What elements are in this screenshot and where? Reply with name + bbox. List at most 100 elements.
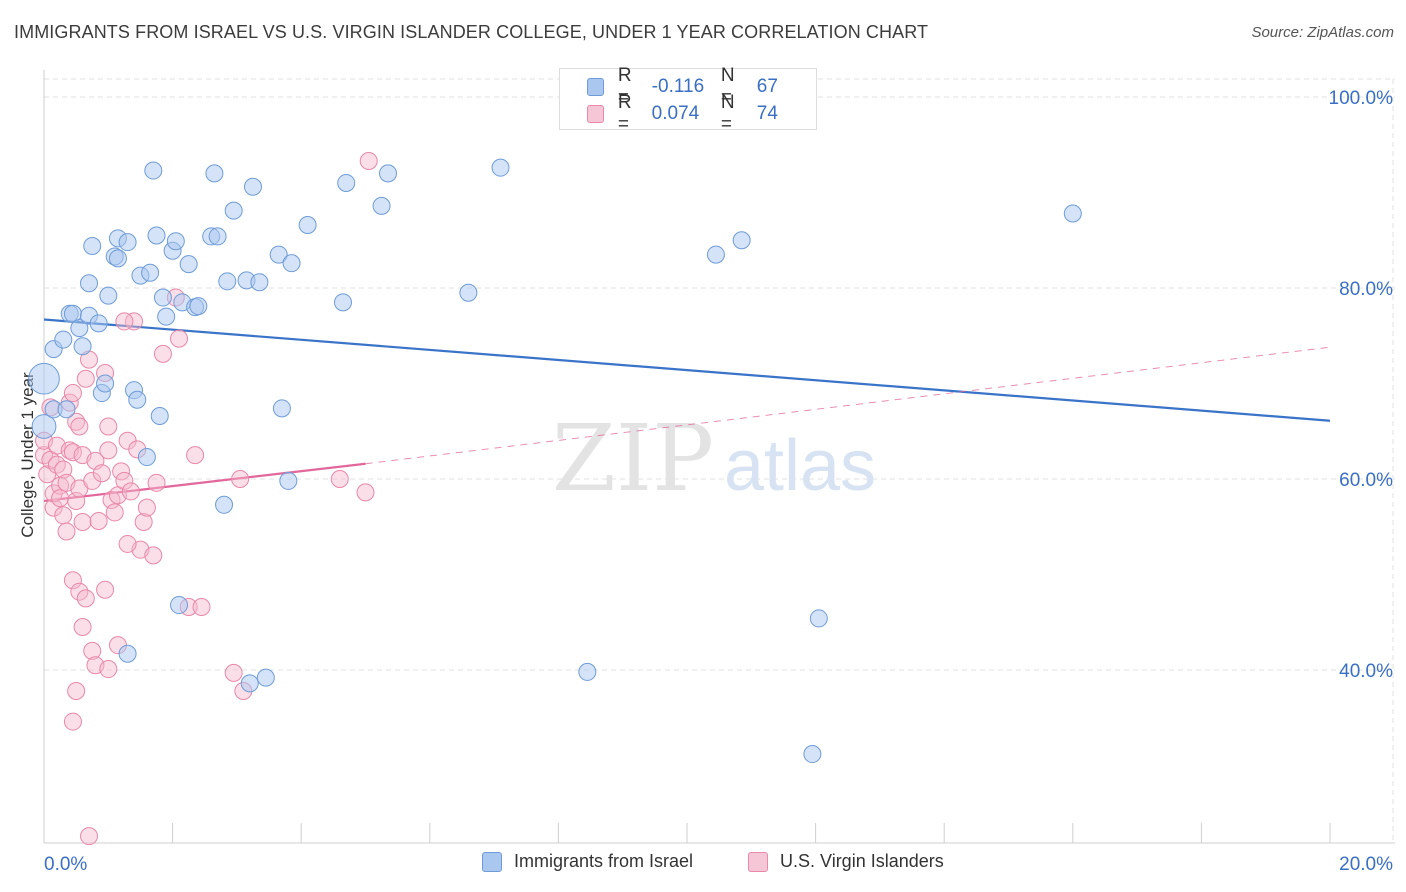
legend-row-virgin-islanders: R = 0.074 N = 74 (560, 92, 816, 135)
data-point-israel (256, 668, 275, 687)
data-point-israel (147, 226, 166, 245)
r-label: R = (617, 65, 632, 108)
series-legend: Immigrants from Israel U.S. Virgin Islan… (0, 851, 1406, 879)
data-point-virgin-islanders (186, 446, 205, 465)
y-tick-label: 60.0% (1339, 470, 1393, 491)
n-label: N = (720, 92, 735, 135)
data-point-virgin-islanders (137, 498, 156, 517)
x-tick-label-min: 0.0% (44, 854, 87, 875)
data-point-israel (54, 330, 73, 349)
gridlines (44, 78, 1395, 843)
data-point-israel (208, 227, 227, 246)
data-point-israel (108, 249, 127, 268)
data-point-virgin-islanders (57, 522, 76, 541)
legend-row-israel: R = -0.116 N = 67 (560, 65, 816, 108)
x-tick-label-max: 20.0% (1339, 854, 1393, 875)
tick-labels: 40.0% 60.0% 80.0% 100.0% 0.0% 20.0% (44, 88, 1393, 875)
r-label: R = (617, 92, 632, 135)
data-point-virgin-islanders (99, 660, 118, 679)
virgin-islanders-swatch (748, 851, 768, 872)
israel-swatch (482, 851, 502, 872)
series-israel (28, 158, 1082, 764)
virgin-islanders-swatch (587, 105, 604, 123)
data-point-israel (150, 406, 169, 425)
data-point-virgin-islanders (144, 546, 163, 565)
data-point-israel (128, 390, 147, 409)
r-value: 0.074 (651, 103, 700, 124)
data-point-virgin-islanders (105, 503, 124, 522)
data-point-virgin-islanders (44, 498, 63, 517)
data-point-israel (491, 158, 510, 177)
data-point-israel (83, 236, 102, 255)
data-point-israel (170, 596, 189, 615)
source-label: Source: ZipAtlas.com (1251, 24, 1394, 41)
data-point-virgin-islanders (73, 512, 92, 531)
data-point-israel (224, 201, 243, 220)
data-point-israel (337, 173, 356, 192)
data-point-virgin-islanders (76, 589, 95, 608)
data-point-israel (144, 161, 163, 180)
legend-item-virgin-islanders[interactable]: U.S. Virgin Islanders (748, 851, 944, 872)
correlation-legend: R = -0.116 N = 67 R = 0.074 N = 74 (559, 65, 817, 135)
y-tick-label: 100.0% (1329, 88, 1394, 109)
data-point-virgin-islanders (121, 482, 140, 501)
data-point-israel (379, 164, 398, 183)
data-point-israel (28, 362, 60, 395)
data-point-virgin-islanders (96, 580, 115, 599)
data-point-israel (333, 293, 352, 312)
data-point-virgin-islanders (76, 369, 95, 388)
data-point-israel (118, 233, 137, 252)
data-point-israel (137, 448, 156, 467)
data-point-israel (215, 495, 234, 514)
data-point-israel (57, 400, 76, 419)
n-label: N = (720, 65, 735, 108)
data-point-israel (578, 662, 597, 681)
data-point-virgin-islanders (112, 462, 131, 481)
watermark: ZIP atlas (552, 405, 876, 512)
data-point-israel (218, 272, 237, 291)
data-point-virgin-islanders (51, 489, 70, 508)
data-point-virgin-islanders (63, 712, 82, 731)
y-tick-label: 40.0% (1339, 661, 1393, 682)
data-point-virgin-islanders (63, 384, 82, 403)
data-point-israel (89, 314, 108, 333)
data-point-israel (1063, 204, 1082, 223)
data-point-virgin-islanders (118, 534, 137, 553)
data-point-virgin-islanders (115, 471, 134, 490)
data-point-virgin-islanders (330, 470, 349, 488)
data-point-virgin-islanders (147, 473, 166, 492)
data-point-israel (73, 337, 92, 356)
data-point-virgin-islanders (192, 597, 211, 616)
data-point-virgin-islanders (359, 151, 378, 170)
israel-swatch (587, 78, 604, 96)
trend-line-virgin-islanders-extension (365, 346, 1331, 465)
data-point-virgin-islanders (67, 682, 86, 701)
trend-lines (43, 318, 1331, 503)
series-virgin-islanders (35, 151, 378, 846)
data-point-virgin-islanders (92, 464, 111, 483)
data-point-israel (99, 286, 118, 305)
data-point-israel (809, 609, 828, 628)
data-point-israel (153, 288, 172, 307)
data-point-israel (372, 196, 391, 215)
data-point-virgin-islanders (70, 582, 89, 601)
n-value: 74 (756, 103, 778, 124)
data-point-virgin-islanders (231, 470, 250, 488)
data-point-virgin-islanders (153, 344, 172, 363)
r-value: -0.116 (651, 76, 705, 97)
data-point-virgin-islanders (99, 417, 118, 436)
legend-item-israel[interactable]: Immigrants from Israel (482, 851, 693, 872)
data-point-virgin-islanders (54, 506, 73, 525)
data-point-virgin-islanders (83, 641, 102, 660)
data-point-israel (272, 399, 291, 418)
axes (43, 70, 1395, 844)
data-point-israel (298, 215, 317, 234)
data-point-virgin-islanders (170, 329, 189, 348)
data-point-israel (189, 297, 208, 316)
data-point-israel (80, 274, 99, 293)
data-point-israel (205, 164, 224, 183)
legend-label-israel: Immigrants from Israel (514, 851, 694, 871)
watermark-zip: ZIP (552, 405, 714, 512)
data-point-virgin-islanders (80, 827, 99, 846)
